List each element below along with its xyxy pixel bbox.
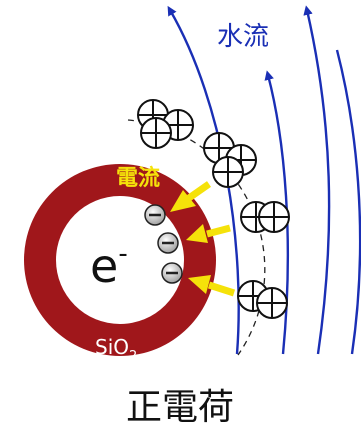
current-arrow [188, 275, 236, 297]
positive-charge [258, 201, 290, 233]
current-arrow [186, 224, 231, 243]
current-arrows [170, 181, 236, 297]
flow-line-2 [264, 70, 290, 355]
positive-charges [137, 99, 290, 319]
caption: 正電荷 [126, 387, 234, 428]
sio2-label: SiO2 [95, 335, 137, 364]
flow-line-4 [335, 49, 361, 355]
current-arrow [170, 181, 212, 212]
negative-charge [157, 232, 179, 254]
negative-charge [161, 262, 183, 284]
positive-charge [256, 287, 288, 319]
positive-charge [212, 156, 244, 188]
electron-label: e- [90, 239, 128, 293]
positive-charge [140, 117, 172, 149]
particle-core [56, 196, 184, 324]
flow-line-3 [303, 5, 331, 355]
negative-charge [144, 204, 166, 226]
water-flow-label: 水流 [217, 22, 269, 52]
current-label: 電流 [116, 165, 160, 191]
negative-charges [144, 204, 183, 284]
